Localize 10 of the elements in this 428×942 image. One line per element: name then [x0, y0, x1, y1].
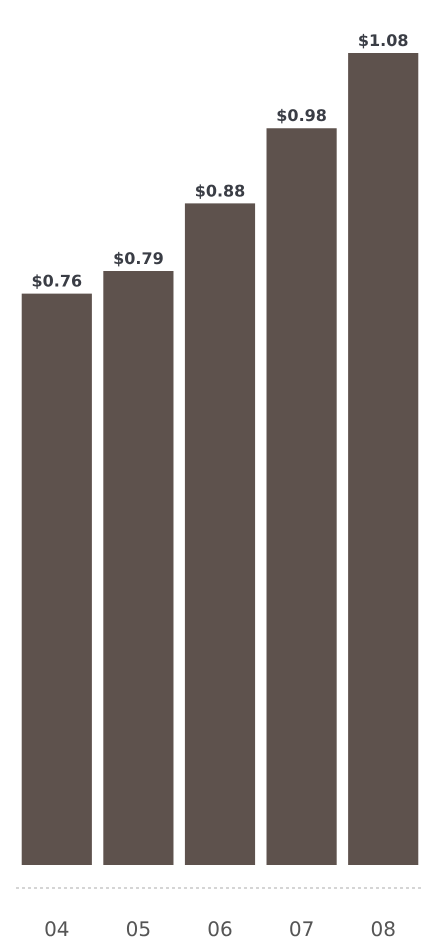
data-label: $0.88 — [194, 181, 246, 200]
x-tick-label: 07 — [288, 917, 314, 941]
data-label: $1.08 — [358, 31, 409, 50]
data-label: $0.98 — [276, 106, 327, 126]
x-tick-label: 08 — [370, 917, 396, 941]
x-tick-label: 04 — [44, 917, 70, 941]
data-label: $0.76 — [31, 272, 82, 291]
data-label: $0.79 — [113, 249, 164, 268]
x-tick-label: 06 — [207, 917, 233, 941]
x-tick-label: 05 — [126, 917, 152, 941]
